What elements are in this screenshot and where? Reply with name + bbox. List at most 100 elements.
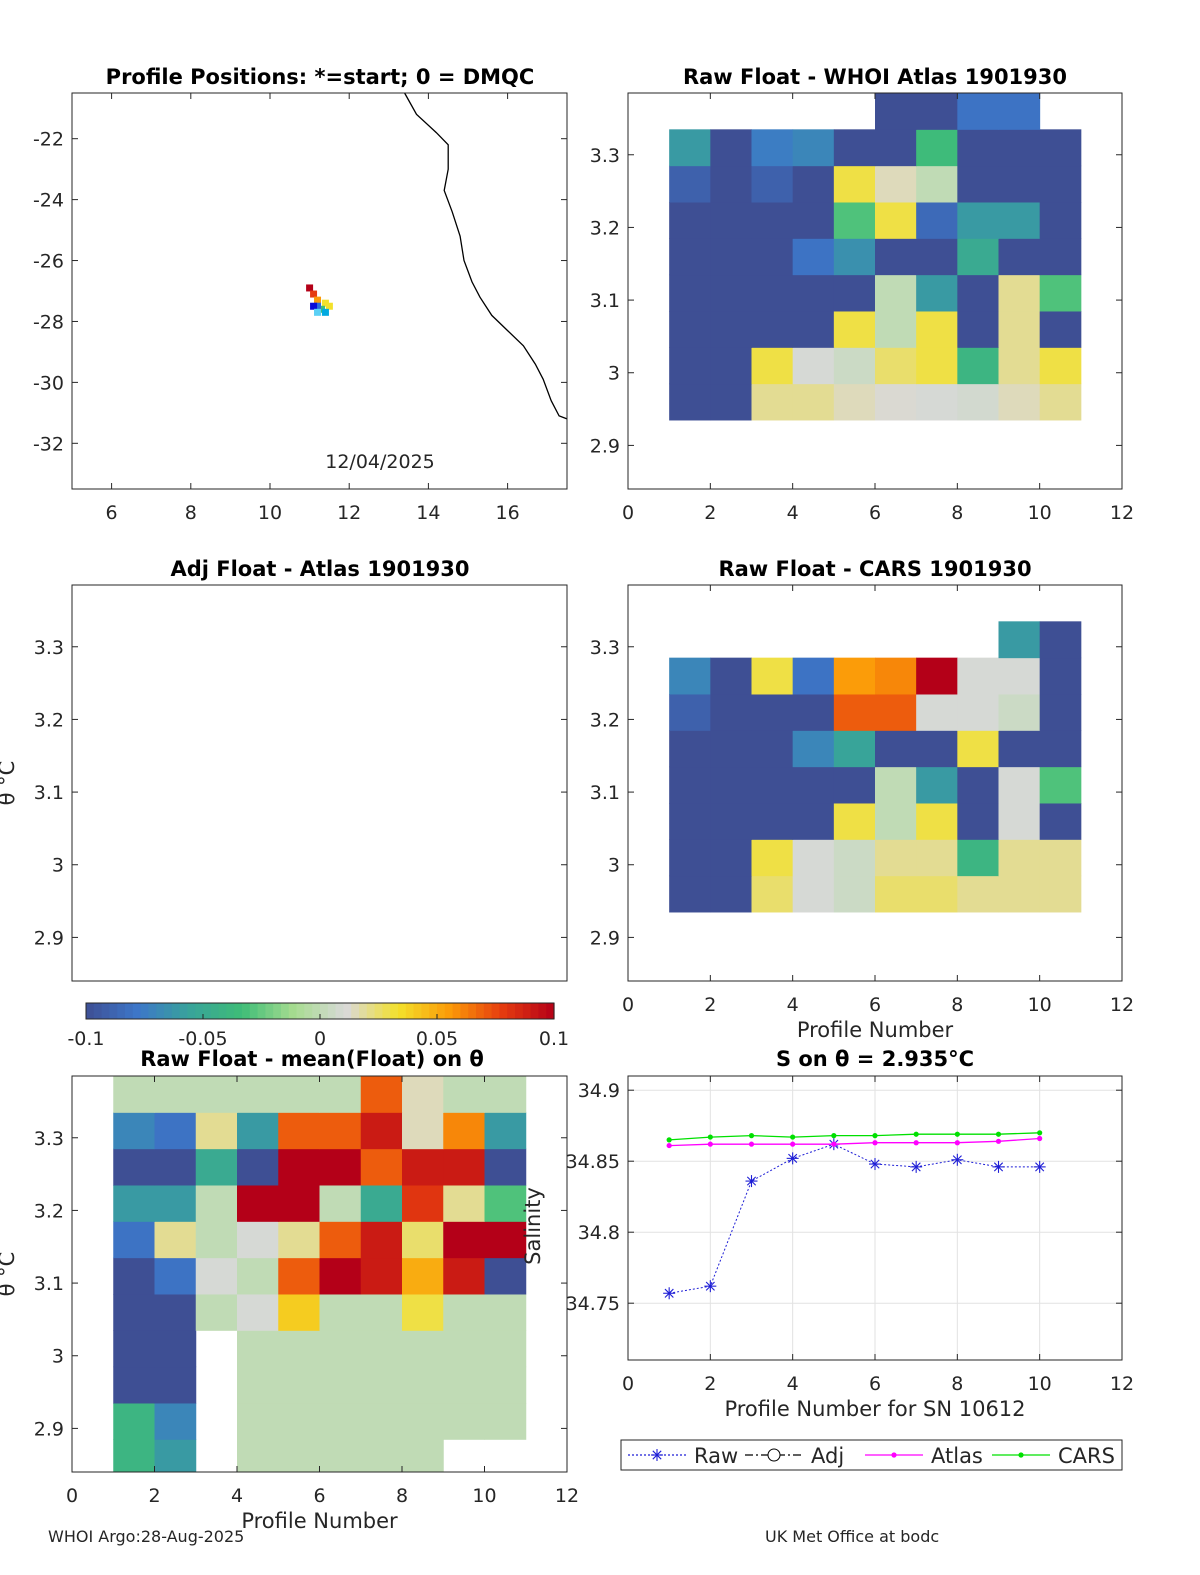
- raw-marker-stroke: [952, 1155, 962, 1165]
- axes-frame: [71, 92, 568, 490]
- heat-cell: [916, 274, 958, 312]
- heat-cell: [1039, 310, 1082, 348]
- legend-marker-cars: [1018, 1452, 1024, 1458]
- raw-marker-stroke: [1035, 1162, 1045, 1172]
- colorbar-segment: [273, 1003, 282, 1019]
- adj-panel: Adj Float - Atlas 1901930 2.9 3 3.1 3.2 3.3 θ…: [0, 557, 568, 982]
- heat-cell: [360, 1148, 403, 1186]
- heat-cell: [669, 657, 711, 695]
- x-tick-label: 6: [869, 502, 881, 524]
- heat-cell: [875, 274, 917, 312]
- heat-cell: [1039, 238, 1082, 276]
- colorbar-segment: [429, 1003, 438, 1019]
- series-point-cars: [954, 1131, 960, 1137]
- heat-cell: [957, 310, 999, 348]
- heat-cell: [443, 1148, 485, 1186]
- heat-cell: [319, 1366, 362, 1404]
- raw-marker: [704, 1280, 717, 1293]
- heat-cell: [319, 1221, 362, 1259]
- heat-cell: [875, 802, 917, 840]
- heat-cell: [998, 310, 1041, 348]
- x-axis-label: Profile Number: [241, 1509, 398, 1533]
- heat-cell: [875, 165, 917, 203]
- y-tick-label: 34.9: [578, 1080, 620, 1102]
- heat-cell: [875, 129, 917, 167]
- colorbar-segment: [109, 1003, 118, 1019]
- heat-cell: [875, 839, 917, 877]
- whoi-panel: Raw Float - WHOI Atlas 1901930 0 2 4 6 8 10 12…: [590, 65, 1134, 524]
- colorbar-segment: [226, 1003, 235, 1019]
- heat-cell: [957, 802, 999, 840]
- x-tick-label: 6: [869, 1373, 881, 1395]
- colorbar-segment: [359, 1003, 368, 1019]
- raw-marker-stroke: [705, 1281, 715, 1291]
- x-tick-label: 10: [1028, 994, 1052, 1016]
- heat-cell: [195, 1076, 238, 1113]
- heat-cell: [195, 1221, 238, 1259]
- y-tick-label: 2.9: [590, 435, 620, 457]
- y-tick-label: 3.1: [34, 782, 64, 804]
- colorbar: -0.1 -0.05 0 0.05 0.1: [67, 1002, 569, 1050]
- heat-cell: [833, 875, 876, 913]
- heat-cell: [402, 1184, 444, 1222]
- heat-cell: [154, 1366, 197, 1404]
- heat-cell: [792, 165, 835, 203]
- y-tick-label: 3.1: [590, 782, 620, 804]
- heat-cell: [360, 1257, 403, 1295]
- legend-label-cars: CARS: [1058, 1444, 1115, 1468]
- heat-cell: [278, 1184, 320, 1222]
- heat-cell: [669, 347, 711, 385]
- heat-cell: [278, 1076, 320, 1113]
- colorbar-tick-label: 0: [314, 1028, 326, 1050]
- adj-title: Adj Float - Atlas 1901930: [170, 557, 469, 581]
- x-tick-label: 2: [704, 994, 716, 1016]
- series-point-atlas: [707, 1141, 713, 1147]
- heat-cell: [751, 310, 794, 348]
- y-tick-label: -22: [33, 129, 64, 151]
- series-point-atlas: [666, 1142, 672, 1149]
- heat-cell: [319, 1402, 362, 1440]
- heat-cell: [443, 1293, 485, 1331]
- heat-cell: [833, 129, 876, 167]
- colorbar-segment: [483, 1003, 493, 1019]
- heat-cell: [1039, 274, 1082, 312]
- heat-cell: [195, 1112, 238, 1150]
- heat-cell: [957, 238, 999, 276]
- heat-cell: [916, 93, 958, 130]
- colorbar-segment: [125, 1003, 134, 1019]
- y-axis-label: θ °C: [0, 1252, 19, 1297]
- y-tick-label: 3.3: [34, 637, 64, 659]
- heat-cell: [402, 1112, 444, 1150]
- y-tick-label: 34.8: [578, 1222, 620, 1244]
- heat-cell: [998, 766, 1041, 804]
- heat-cell: [957, 875, 999, 913]
- heat-cell: [916, 310, 958, 348]
- colorbar-segment: [538, 1003, 547, 1019]
- heat-cell: [710, 383, 752, 421]
- heat-cell: [916, 129, 958, 167]
- raw-marker: [869, 1158, 881, 1171]
- heat-cell: [237, 1257, 279, 1295]
- heat-cell: [792, 310, 835, 348]
- heat-cell: [278, 1148, 320, 1186]
- heat-cell: [484, 1402, 527, 1440]
- y-tick-label: 34.85: [566, 1151, 620, 1173]
- x-axis-label: Profile Number for SN 10612: [724, 1397, 1025, 1421]
- x-tick-label: 12: [555, 1485, 579, 1507]
- heat-cell: [669, 310, 711, 348]
- series-point-cars: [707, 1134, 713, 1140]
- colorbar-tick-label: 0.1: [539, 1028, 569, 1050]
- heat-cell: [916, 201, 958, 239]
- x-tick-label: 6: [869, 994, 881, 1016]
- colorbar-segment: [405, 1003, 415, 1019]
- heat-cell: [319, 1076, 362, 1113]
- heat-cell: [751, 165, 794, 203]
- y-tick-label: -26: [33, 251, 64, 273]
- raw-marker-stroke: [911, 1162, 921, 1172]
- heat-cell: [916, 238, 958, 276]
- series-point-cars: [831, 1133, 837, 1139]
- heat-cell: [751, 238, 794, 276]
- x-tick-label: 2: [704, 1373, 716, 1395]
- axes-frame: [627, 92, 1123, 490]
